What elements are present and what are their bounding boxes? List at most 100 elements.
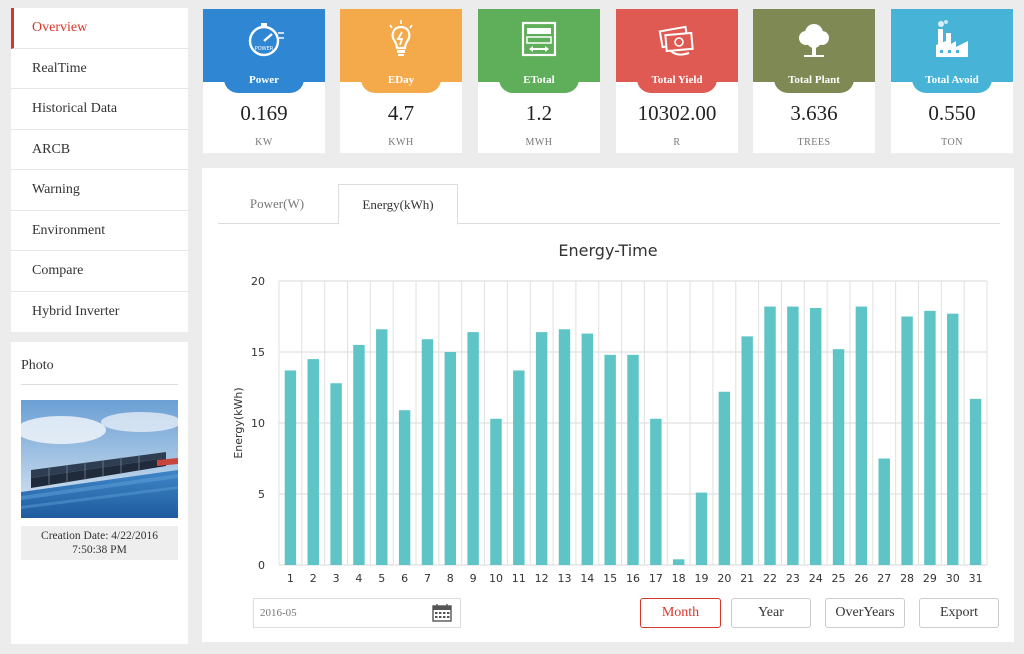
y-tick-label: 0 bbox=[258, 559, 265, 572]
stat-card-eday: EDay 4.7 KWH bbox=[340, 9, 462, 153]
bar-day-14 bbox=[581, 333, 594, 565]
card-value: 0.550 bbox=[928, 101, 976, 125]
bar-day-2 bbox=[307, 359, 319, 565]
x-tick-label: 21 bbox=[740, 572, 754, 585]
bar-day-27 bbox=[878, 458, 890, 565]
stat-card-total-avoid: Total Avoid 0.550 TON bbox=[891, 9, 1013, 153]
money-icon bbox=[658, 25, 694, 56]
sidebar-item-overview[interactable]: Overview bbox=[11, 8, 188, 49]
bar-day-12 bbox=[535, 332, 548, 565]
speedometer-icon: POWER bbox=[248, 23, 284, 57]
y-tick-label: 10 bbox=[251, 417, 265, 430]
card-label-tab bbox=[912, 71, 992, 93]
bar-day-6 bbox=[398, 410, 411, 565]
month-date-input[interactable]: 2016-05 bbox=[253, 598, 461, 628]
bar-day-11 bbox=[513, 370, 525, 565]
card-label-tab bbox=[637, 71, 717, 93]
x-tick-label: 2 bbox=[310, 572, 317, 585]
x-tick-label: 31 bbox=[969, 572, 983, 585]
factory-icon bbox=[936, 20, 968, 57]
bar-day-21 bbox=[741, 336, 753, 565]
bar-day-7 bbox=[421, 339, 434, 565]
x-tick-label: 5 bbox=[378, 572, 385, 585]
card-unit: MWH bbox=[525, 137, 553, 148]
card-label-tab bbox=[361, 71, 441, 93]
x-tick-label: 30 bbox=[946, 572, 960, 585]
sidebar-item-hybrid-inverter[interactable]: Hybrid Inverter bbox=[32, 303, 120, 319]
y-tick-label: 15 bbox=[251, 346, 265, 359]
card-unit: TON bbox=[941, 137, 963, 148]
bar-day-20 bbox=[718, 391, 731, 565]
sidebar-nav: Overview RealTime Historical Data ARCB W… bbox=[11, 8, 188, 332]
x-tick-label: 7 bbox=[424, 572, 431, 585]
stat-card-etotal: ETotal 1.2 MWH bbox=[478, 9, 600, 153]
plant-photo[interactable] bbox=[21, 400, 178, 518]
card-label: Total Avoid bbox=[925, 74, 979, 86]
bar-day-1 bbox=[284, 370, 297, 565]
sidebar-item-environment[interactable]: Environment bbox=[11, 211, 188, 251]
card-value: 10302.00 bbox=[637, 101, 717, 125]
x-tick-label: 6 bbox=[401, 572, 408, 585]
card-header bbox=[203, 9, 325, 82]
photo-title: Photo bbox=[21, 358, 54, 373]
bar-day-30 bbox=[947, 313, 959, 565]
overyears-button[interactable]: OverYears bbox=[825, 598, 905, 628]
bar-day-31 bbox=[969, 398, 982, 565]
stat-card-total-yield: Total Yield 10302.00 R bbox=[616, 9, 738, 153]
card-unit: KWH bbox=[388, 137, 414, 148]
bar-day-10 bbox=[490, 418, 502, 565]
x-tick-label: 14 bbox=[580, 572, 594, 585]
card-label-tab bbox=[224, 71, 304, 93]
card-value: 4.7 bbox=[387, 101, 415, 125]
bar-day-17 bbox=[650, 418, 662, 565]
sidebar-item-compare[interactable]: Compare bbox=[11, 251, 188, 292]
sidebar-item-arcb[interactable]: ARCB bbox=[11, 130, 188, 170]
tab-power[interactable]: Power(W) bbox=[249, 196, 305, 211]
card-label-tab bbox=[774, 71, 854, 93]
card-label: Total Plant bbox=[788, 74, 840, 86]
sidebar-item-warning[interactable]: Warning bbox=[11, 170, 188, 211]
card-label: Total Yield bbox=[651, 74, 703, 86]
card-unit: TREES bbox=[797, 137, 831, 148]
creation-date: Creation Date: 4/22/2016 bbox=[41, 530, 158, 542]
x-tick-label: 22 bbox=[763, 572, 777, 585]
x-tick-label: 4 bbox=[355, 572, 362, 585]
year-button[interactable]: Year bbox=[731, 598, 811, 628]
x-tick-label: 9 bbox=[470, 572, 477, 585]
bar-day-3 bbox=[330, 383, 342, 565]
x-tick-label: 1 bbox=[287, 572, 294, 585]
bar-day-22 bbox=[764, 306, 776, 565]
x-tick-label: 18 bbox=[672, 572, 686, 585]
export-button[interactable]: Export bbox=[919, 598, 999, 628]
card-unit: R bbox=[673, 137, 681, 148]
x-tick-label: 27 bbox=[877, 572, 891, 585]
stat-card-total-plant: Total Plant 3.636 TREES bbox=[753, 9, 875, 153]
x-tick-label: 10 bbox=[489, 572, 503, 585]
calendar-icon[interactable] bbox=[432, 604, 452, 622]
date-value: 2016-05 bbox=[260, 607, 297, 619]
x-tick-label: 16 bbox=[626, 572, 640, 585]
bar-day-9 bbox=[467, 332, 479, 565]
x-tick-label: 19 bbox=[695, 572, 709, 585]
tab-energy[interactable]: Energy(kWh) bbox=[338, 184, 458, 225]
meter-icon bbox=[521, 21, 557, 57]
x-tick-label: 12 bbox=[535, 572, 549, 585]
chart-title: Energy-Time bbox=[558, 241, 658, 260]
x-tick-label: 3 bbox=[333, 572, 340, 585]
lightbulb-icon bbox=[389, 20, 413, 56]
bar-day-29 bbox=[924, 310, 936, 565]
x-tick-label: 25 bbox=[832, 572, 846, 585]
x-tick-label: 11 bbox=[512, 572, 526, 585]
x-tick-label: 28 bbox=[900, 572, 914, 585]
x-tick-label: 13 bbox=[557, 572, 571, 585]
sidebar-item-realtime[interactable]: RealTime bbox=[11, 49, 188, 89]
bar-day-19 bbox=[695, 492, 708, 565]
card-label-tab bbox=[499, 71, 579, 93]
bar-day-23 bbox=[787, 306, 799, 565]
bar-day-13 bbox=[558, 329, 571, 565]
x-tick-label: 24 bbox=[809, 572, 823, 585]
month-button[interactable]: Month bbox=[640, 598, 721, 628]
bar-day-5 bbox=[376, 329, 388, 565]
sidebar-item-historical-data[interactable]: Historical Data bbox=[11, 89, 188, 130]
